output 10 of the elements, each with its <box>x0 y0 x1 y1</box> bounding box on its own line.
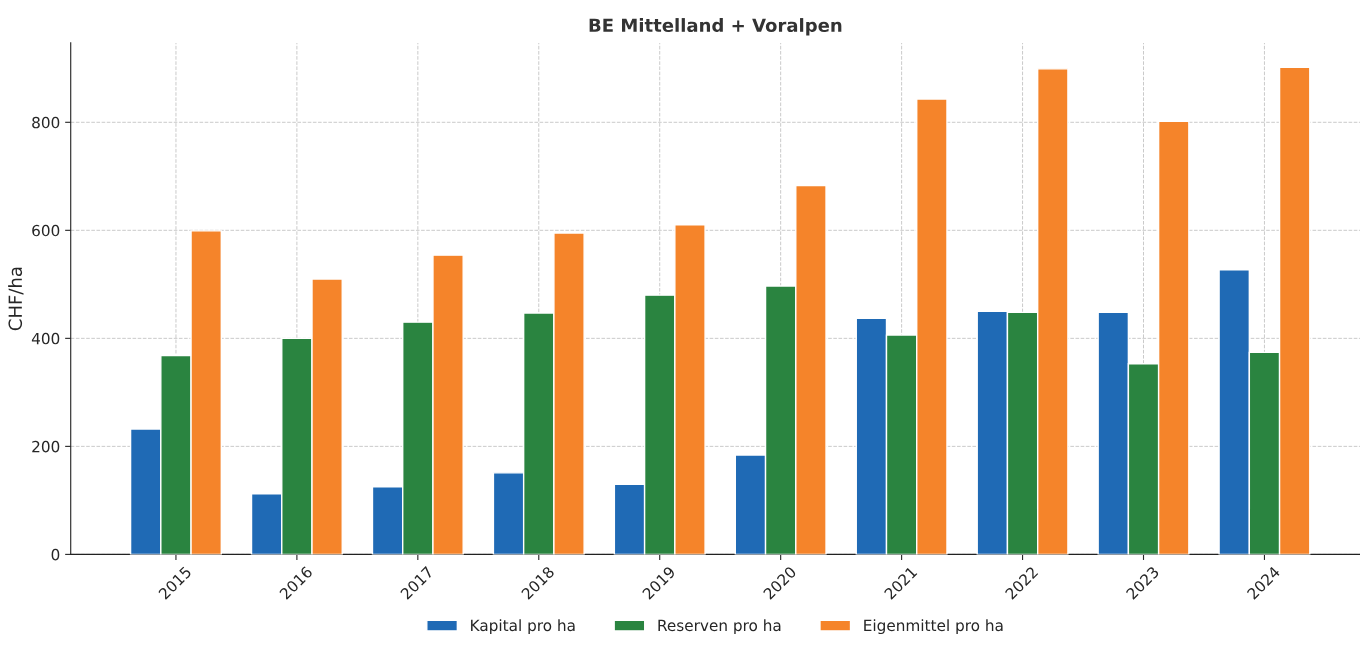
y-tick-label: 0 <box>51 548 60 561</box>
legend-label: Kapital pro ha <box>471 619 575 635</box>
y-axis-title: CHF/ha <box>8 267 24 331</box>
y-tick-label: 200 <box>32 440 60 453</box>
y-tick-label: 600 <box>32 224 60 237</box>
chart-title: BE Mittelland + Voralpen <box>589 18 842 36</box>
y-tick-label: 800 <box>32 116 60 129</box>
legend-label: Reserven pro ha <box>658 619 781 635</box>
legend-label: Eigenmittel pro ha <box>864 619 1003 635</box>
y-tick-label: 400 <box>31 332 60 345</box>
